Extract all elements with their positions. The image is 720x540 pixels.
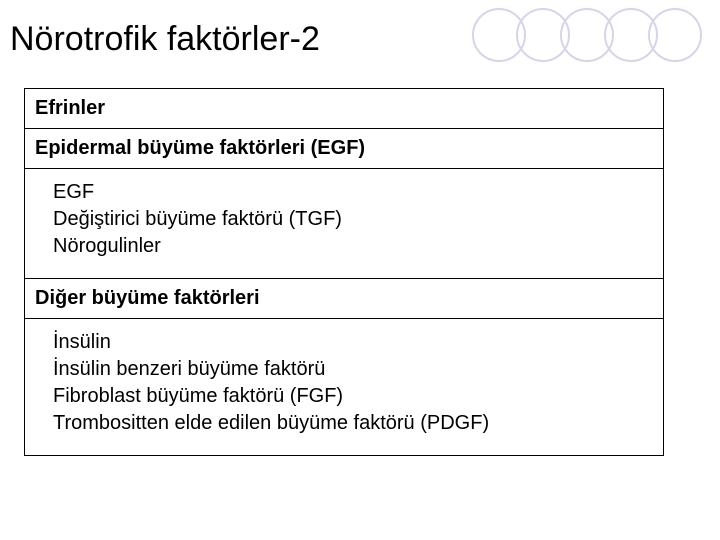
section-header: Epidermal büyüme faktörleri (EGF)	[25, 129, 663, 169]
content-table: Efrinler Epidermal büyüme faktörleri (EG…	[24, 88, 664, 456]
decorative-circles	[472, 8, 702, 62]
list-item: İnsülin	[53, 329, 653, 356]
circle-icon	[648, 8, 702, 62]
section-items: EGF Değiştirici büyüme faktörü (TGF) Nör…	[25, 169, 663, 279]
list-item: İnsülin benzeri büyüme faktörü	[53, 356, 653, 383]
list-item: Değiştirici büyüme faktörü (TGF)	[53, 206, 653, 233]
section-label: Epidermal büyüme faktörleri (EGF)	[35, 137, 365, 159]
section-header: Diğer büyüme faktörleri	[25, 279, 663, 319]
section-header: Efrinler	[25, 89, 663, 129]
list-item: Fibroblast büyüme faktörü (FGF)	[53, 383, 653, 410]
list-item: EGF	[53, 179, 653, 206]
section-label: Diğer büyüme faktörleri	[35, 287, 260, 309]
section-items: İnsülin İnsülin benzeri büyüme faktörü F…	[25, 319, 663, 455]
section-label: Efrinler	[35, 97, 105, 119]
list-item: Trombositten elde edilen büyüme faktörü …	[53, 410, 653, 437]
list-item: Nörogulinler	[53, 233, 653, 260]
page-title: Nörotrofik faktörler-2	[10, 20, 320, 59]
